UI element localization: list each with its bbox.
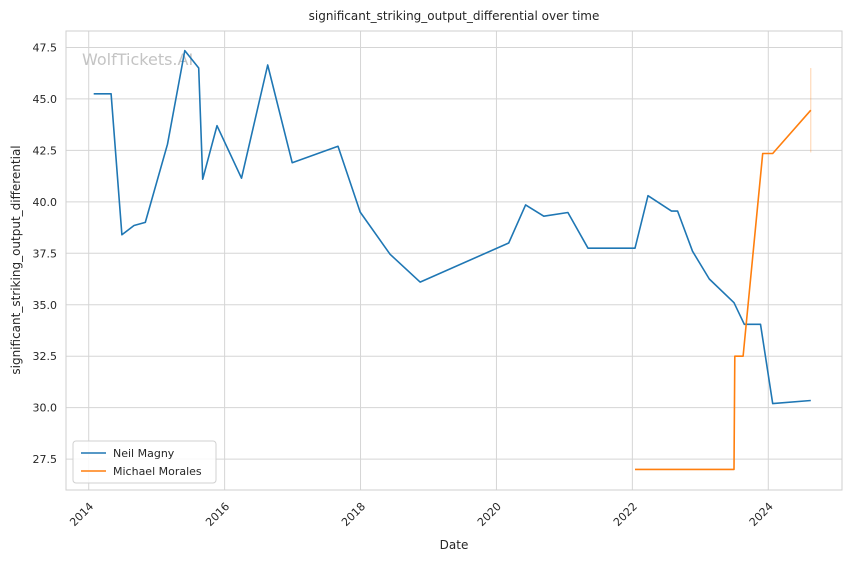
watermark: WolfTickets.AI [82,50,193,69]
y-tick-label: 30.0 [33,402,58,415]
y-tick-label: 37.5 [33,247,58,260]
x-axis-ticks: 2014 2016 2018 2020 2022 2024 [67,500,776,529]
y-tick-label: 45.0 [33,93,58,106]
y-axis-label: significant_striking_output_differential [9,145,23,374]
y-axis-ticks: 27.5 30.0 32.5 35.0 37.5 40.0 42.5 45.0 47.5 [33,41,58,466]
series-line-neil-magny [93,49,811,405]
grid [66,31,842,490]
legend-label-neil-magny: Neil Magny [113,447,175,460]
x-tick-label: 2014 [67,500,96,529]
x-axis-label: Date [440,538,469,552]
y-tick-label: 35.0 [33,299,58,312]
x-tick-label: 2022 [611,500,640,529]
x-tick-label: 2024 [747,500,776,529]
y-tick-label: 47.5 [33,41,58,54]
legend: Neil Magny Michael Morales [72,440,217,484]
y-tick-label: 42.5 [33,144,58,157]
chart-title: significant_striking_output_differential… [309,9,600,23]
y-tick-label: 27.5 [33,453,58,466]
x-tick-label: 2020 [475,500,504,529]
x-tick-label: 2016 [203,500,232,529]
series-line-michael-morales [635,109,812,471]
y-tick-label: 32.5 [33,350,58,363]
x-tick-label: 2018 [339,500,368,529]
y-tick-label: 40.0 [33,196,58,209]
plot-frame [65,30,843,491]
legend-box [72,440,217,484]
series-layer [93,49,812,471]
legend-label-michael-morales: Michael Morales [113,465,202,478]
